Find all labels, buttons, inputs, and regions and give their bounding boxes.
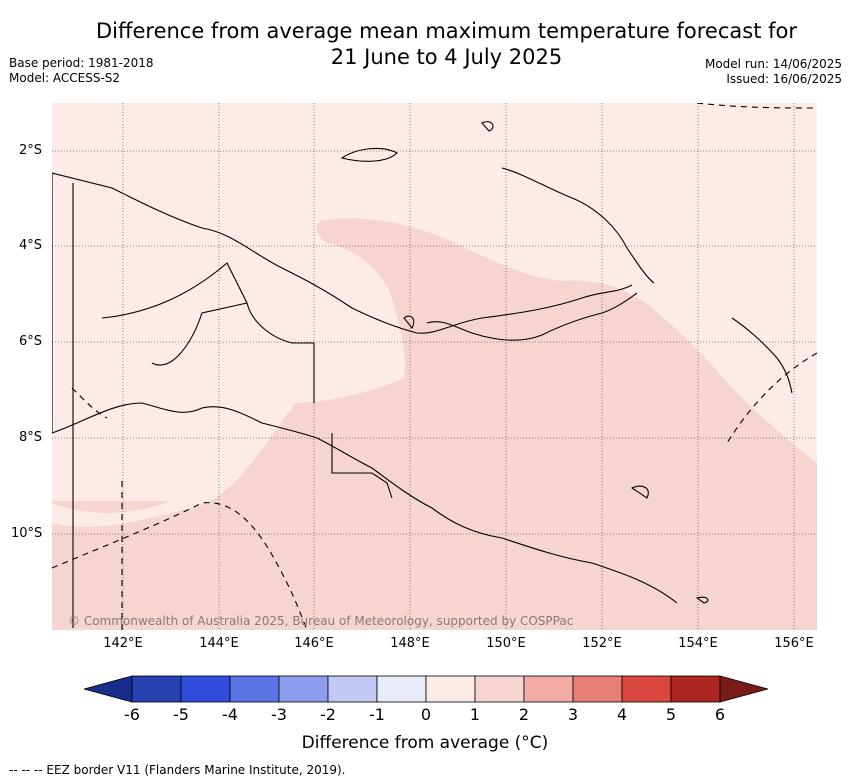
colorbar-tick: -5 xyxy=(173,705,189,724)
colorbar xyxy=(84,675,768,703)
colorbar-bin xyxy=(131,675,182,703)
lon-label-144e: 144°E xyxy=(199,636,239,651)
lon-label-154e: 154°E xyxy=(678,636,718,651)
colorbar-tick: -1 xyxy=(369,705,385,724)
colorbar-bin xyxy=(376,675,427,703)
anomaly-region-1-to-2 xyxy=(52,218,817,630)
colorbar-title: Difference from average (°C) xyxy=(301,733,549,753)
lon-label-148e: 148°E xyxy=(390,636,430,651)
graticule xyxy=(52,103,817,630)
colorbar-tick: -3 xyxy=(271,705,287,724)
title-line-2: 21 June to 4 July 2025 xyxy=(330,45,563,69)
lat-label-2s: 2°S xyxy=(19,143,43,158)
colorbar-tick: 0 xyxy=(420,705,432,724)
lon-label-150e: 150°E xyxy=(486,636,526,651)
lon-label-146e: 146°E xyxy=(294,636,334,651)
colorbar-bin xyxy=(474,675,525,703)
model-run: Model run: 14/06/2025 xyxy=(704,57,842,71)
colorbar-arrow-low xyxy=(84,675,133,703)
lat-label-6s: 6°S xyxy=(19,334,43,349)
meta-right: Model run: 14/06/2025 Issued: 16/06/2025 xyxy=(705,57,842,87)
colorbar-tick: 4 xyxy=(616,705,628,724)
colorbar-bin xyxy=(670,675,721,703)
colorbar-bin xyxy=(572,675,623,703)
colorbar-tick: 3 xyxy=(567,705,579,724)
colorbar-tick: 2 xyxy=(518,705,530,724)
colorbar-tick: -2 xyxy=(320,705,336,724)
colorbar-arrow-high xyxy=(719,675,768,703)
map-title: Difference from average mean maximum tem… xyxy=(60,18,833,70)
lon-label-152e: 152°E xyxy=(582,636,622,651)
colorbar-bin xyxy=(180,675,231,703)
title-line-1: Difference from average mean maximum tem… xyxy=(96,19,797,43)
colorbar-tick: -6 xyxy=(124,705,140,724)
map-svg xyxy=(52,103,817,630)
colorbar-bin xyxy=(425,675,476,703)
lon-label-142e: 142°E xyxy=(103,636,143,651)
anomaly-region-1-to-2-west xyxy=(52,501,172,513)
colorbar-bin xyxy=(278,675,329,703)
coastlines xyxy=(52,121,793,628)
meta-left: Base period: 1981-2018 Model: ACCESS-S2 xyxy=(9,56,154,86)
lat-label-10s: 10°S xyxy=(11,526,43,541)
lat-label-4s: 4°S xyxy=(19,238,43,253)
lon-label-156e: 156°E xyxy=(774,636,814,651)
colorbar-bin xyxy=(621,675,672,703)
model-name: Model: ACCESS-S2 xyxy=(9,71,121,85)
map-panel[interactable] xyxy=(52,103,817,630)
base-period: Base period: 1981-2018 xyxy=(9,56,154,70)
issued-date: Issued: 16/06/2025 xyxy=(726,72,842,86)
colorbar-tick: 5 xyxy=(665,705,677,724)
colorbar-bin xyxy=(523,675,574,703)
eez-footnote: -- -- -- EEZ border V11 (Flanders Marine… xyxy=(9,763,346,777)
colorbar-tick: -4 xyxy=(222,705,238,724)
eez-borders xyxy=(52,103,817,630)
colorbar-bin xyxy=(327,675,378,703)
copyright-notice: © Commonwealth of Australia 2025, Bureau… xyxy=(68,614,574,628)
colorbar-tick: 6 xyxy=(714,705,726,724)
colorbar-tick: 1 xyxy=(469,705,481,724)
lat-label-8s: 8°S xyxy=(19,430,43,445)
colorbar-bin xyxy=(229,675,280,703)
